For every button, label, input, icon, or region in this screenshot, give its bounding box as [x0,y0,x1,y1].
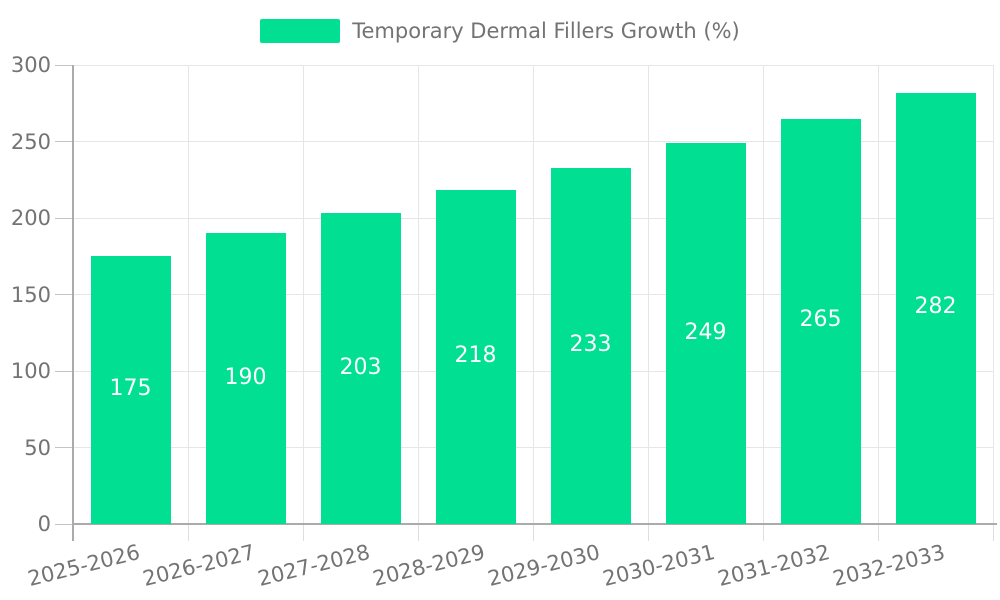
x-tick [532,524,534,541]
y-tick [55,523,73,525]
x-axis-label: 2029-2030 [485,540,603,591]
x-axis-label: 2031-2032 [715,540,833,591]
bar-2026-2027[interactable] [205,233,286,524]
y-axis-label: 250 [10,129,51,154]
x-axis-label: 2025-2026 [25,540,143,591]
y-axis-label: 50 [24,435,51,460]
x-tick [302,524,304,541]
y-axis-label: 300 [10,53,51,77]
bar-2027-2028[interactable] [320,213,401,524]
legend-item[interactable]: Temporary Dermal Fillers Growth (%) [0,18,1000,44]
gridline-v [877,65,879,524]
bar-2025-2026[interactable] [90,256,171,524]
y-tick [55,141,73,142]
bar-2028-2029[interactable] [435,190,516,524]
y-axis-label: 150 [10,282,51,307]
gridline-v [302,65,304,524]
y-tick [55,217,73,219]
gridline-v [417,65,419,524]
x-axis-label: 2032-2033 [830,540,948,591]
x-tick [877,524,879,541]
y-axis-label: 100 [10,359,51,383]
x-tick [992,524,994,541]
gridline-v [762,65,764,524]
y-axis-label: 0 [37,512,51,536]
y-axis-label: 200 [10,206,51,230]
x-tick [187,524,189,541]
bar-2030-2031[interactable] [665,143,746,524]
bar-2031-2032[interactable] [780,118,861,524]
x-axis-label: 2030-2031 [600,540,718,591]
y-tick [55,447,73,448]
bar-2029-2030[interactable] [550,167,631,524]
x-axis-label: 2028-2029 [370,540,488,591]
x-axis-label: 2026-2027 [140,540,258,591]
y-tick [55,294,73,295]
x-tick [417,524,419,541]
x-tick [762,524,764,541]
x-tick [647,524,649,541]
y-tick [55,370,73,372]
gridline-v [647,65,649,524]
y-axis-line [72,65,74,541]
legend-label: Temporary Dermal Fillers Growth (%) [352,19,740,43]
gridline-v [187,65,189,524]
x-axis-line [73,523,997,525]
x-axis-label: 2027-2028 [255,540,373,591]
y-tick [55,64,73,66]
legend-swatch [260,19,341,43]
gridline-v [532,65,534,524]
gridline-v [992,65,994,524]
bar-2032-2033[interactable] [895,92,976,524]
